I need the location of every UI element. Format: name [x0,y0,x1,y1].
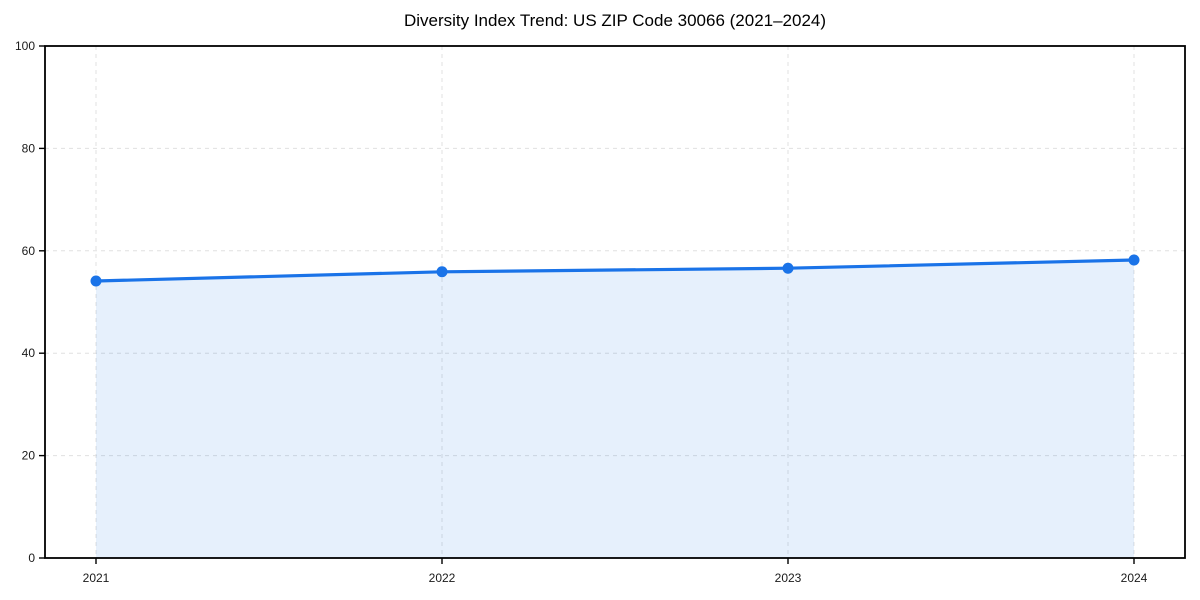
data-point-2023 [782,262,794,274]
area-fill [96,260,1134,558]
plot-border [44,45,1186,559]
x-tick-label: 2021 [83,571,110,585]
trend-line [94,258,1136,283]
x-tick-label: 2024 [1121,571,1148,585]
chart-title: Diversity Index Trend: US ZIP Code 30066… [403,11,827,30]
x-tick-label: 2023 [775,571,802,585]
data-point-2021 [90,275,102,287]
y-tick-label: 80 [22,141,36,155]
y-tick-label: 40 [22,346,36,360]
data-point-2022 [436,266,448,278]
data-point-2024 [1128,254,1140,266]
y-tick-label: 100 [15,39,35,53]
y-tick-label: 0 [28,551,35,565]
y-tick-label: 60 [22,244,36,258]
y-tick-label: 20 [22,449,36,463]
x-tick-label: 2022 [429,571,456,585]
